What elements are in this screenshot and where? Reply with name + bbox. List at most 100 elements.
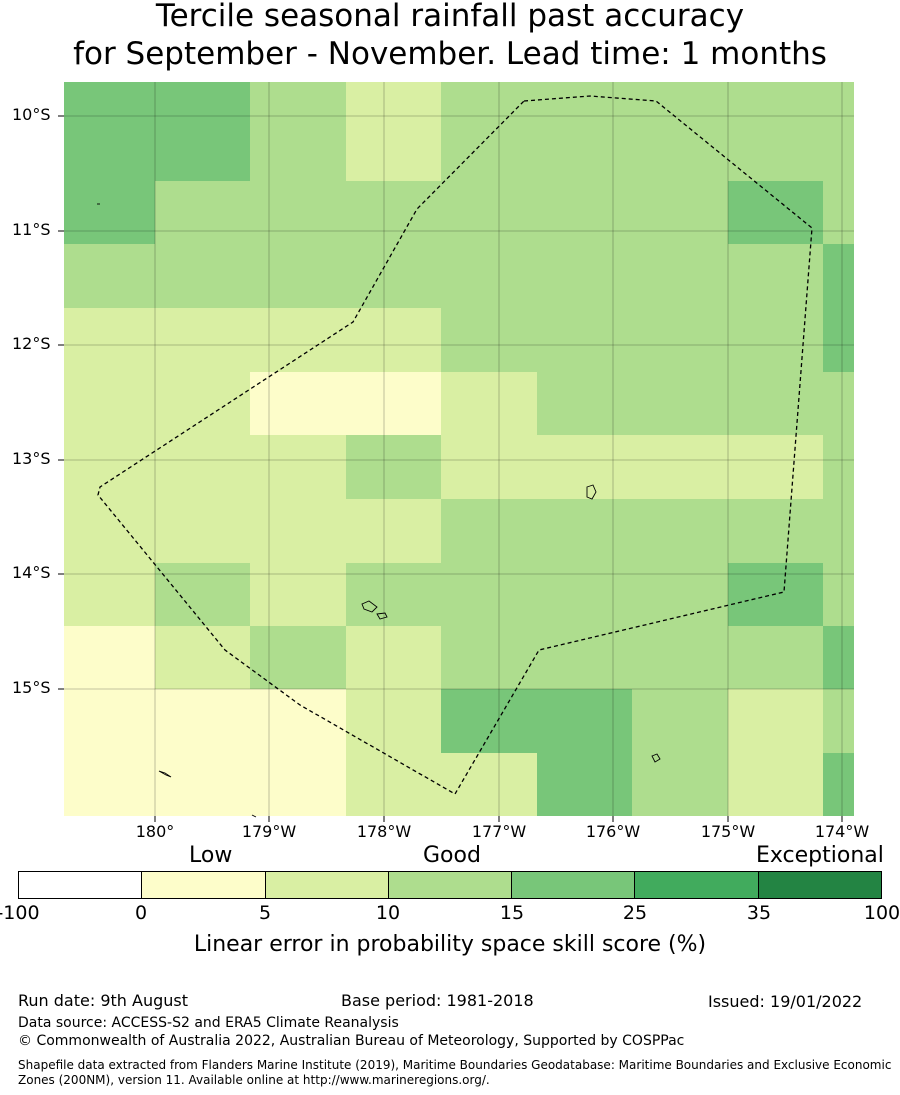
data-source: Data source: ACCESS-S2 and ERA5 Climate … xyxy=(18,1015,399,1031)
skill-cell xyxy=(537,499,632,563)
skill-cell xyxy=(823,563,854,626)
skill-cell xyxy=(250,82,346,181)
colorbar-segment xyxy=(19,872,143,898)
skill-cell xyxy=(632,82,728,181)
skill-cell xyxy=(64,82,155,181)
skill-cell xyxy=(64,181,155,244)
lon-label: 177°W xyxy=(471,822,527,841)
skill-cell xyxy=(346,82,441,181)
colorbar-category-low: Low xyxy=(189,843,233,868)
skill-cell xyxy=(155,689,250,753)
colorbar-tick: 5 xyxy=(258,902,272,924)
colorbar xyxy=(18,871,882,899)
skill-cell xyxy=(537,372,632,435)
skill-cell xyxy=(441,626,537,689)
skill-cell xyxy=(155,499,250,563)
skill-cell xyxy=(823,372,854,435)
skill-cell xyxy=(632,308,728,372)
skill-cell xyxy=(823,181,854,244)
skill-cell xyxy=(250,372,346,435)
skill-cell xyxy=(632,689,728,753)
skill-cell xyxy=(441,563,537,626)
skill-cell xyxy=(346,308,441,372)
skill-cell xyxy=(441,308,537,372)
skill-map xyxy=(58,82,854,822)
skill-cell xyxy=(250,244,346,308)
skill-cell xyxy=(250,435,346,499)
skill-cell xyxy=(441,82,537,181)
skill-cell xyxy=(728,82,823,181)
colorbar-label: Linear error in probability space skill … xyxy=(193,932,707,957)
skill-cell xyxy=(346,244,441,308)
skill-cell xyxy=(728,499,823,563)
skill-cell xyxy=(250,499,346,563)
skill-cell xyxy=(537,753,632,816)
skill-cell xyxy=(250,308,346,372)
skill-cell xyxy=(537,435,632,499)
colorbar-tick: -100 xyxy=(0,902,40,924)
skill-cell xyxy=(728,689,823,753)
lat-label: 15°S xyxy=(12,678,51,697)
skill-cell xyxy=(64,689,155,753)
skill-cell xyxy=(823,626,854,689)
skill-cell xyxy=(728,308,823,372)
skill-cell xyxy=(346,499,441,563)
skill-cell xyxy=(346,689,441,753)
skill-cell xyxy=(155,753,250,816)
skill-cell xyxy=(537,82,632,181)
skill-cell xyxy=(537,244,632,308)
colorbar-tick: 10 xyxy=(375,902,401,924)
skill-cell xyxy=(155,308,250,372)
skill-cell xyxy=(537,308,632,372)
colorbar-tick: 15 xyxy=(499,902,525,924)
skill-cell xyxy=(537,563,632,626)
skill-cell xyxy=(155,244,250,308)
skill-cell xyxy=(632,563,728,626)
skill-cell xyxy=(64,244,155,308)
skill-cell xyxy=(823,435,854,499)
skill-cell xyxy=(632,372,728,435)
skill-cell xyxy=(441,753,537,816)
skill-cell xyxy=(537,626,632,689)
skill-cell xyxy=(728,753,823,816)
skill-cell xyxy=(632,753,728,816)
colorbar-tick: 0 xyxy=(134,902,148,924)
issued-date: Issued: 19/01/2022 xyxy=(708,992,863,1011)
skill-cell xyxy=(64,308,155,372)
lat-label: 14°S xyxy=(12,563,51,582)
skill-cell xyxy=(346,753,441,816)
colorbar-segment xyxy=(758,872,881,898)
skill-cell xyxy=(64,563,155,626)
skill-cell xyxy=(441,499,537,563)
colorbar-segment xyxy=(635,872,759,898)
skill-cell xyxy=(441,689,537,753)
skill-cell xyxy=(64,753,155,816)
skill-cell xyxy=(155,435,250,499)
lon-label: 176°W xyxy=(585,822,641,841)
skill-cell xyxy=(346,563,441,626)
skill-cell xyxy=(250,689,346,753)
lat-label: 10°S xyxy=(12,105,51,124)
skill-cell xyxy=(823,499,854,563)
skill-cell xyxy=(155,372,250,435)
map-title-line-1: Tercile seasonal rainfall past accuracy xyxy=(155,0,745,34)
skill-cell xyxy=(250,563,346,626)
skill-cell xyxy=(155,82,250,181)
lon-label: 175°W xyxy=(700,822,756,841)
skill-cell xyxy=(823,244,854,308)
skill-cell xyxy=(64,626,155,689)
skill-cell xyxy=(728,372,823,435)
lat-label: 13°S xyxy=(12,449,51,468)
skill-cell xyxy=(728,626,823,689)
colorbar-tick: 35 xyxy=(746,902,772,924)
colorbar-category-good: Good xyxy=(423,843,481,868)
lon-label: 178°W xyxy=(356,822,412,841)
skill-cell xyxy=(537,181,632,244)
skill-cell xyxy=(155,626,250,689)
skill-cell xyxy=(537,689,632,753)
base-period: Base period: 1981-2018 xyxy=(341,991,534,1010)
colorbar-segment xyxy=(512,872,636,898)
skill-cell xyxy=(632,626,728,689)
lon-label: 180° xyxy=(135,822,175,841)
lon-label: 174°W xyxy=(814,822,870,841)
